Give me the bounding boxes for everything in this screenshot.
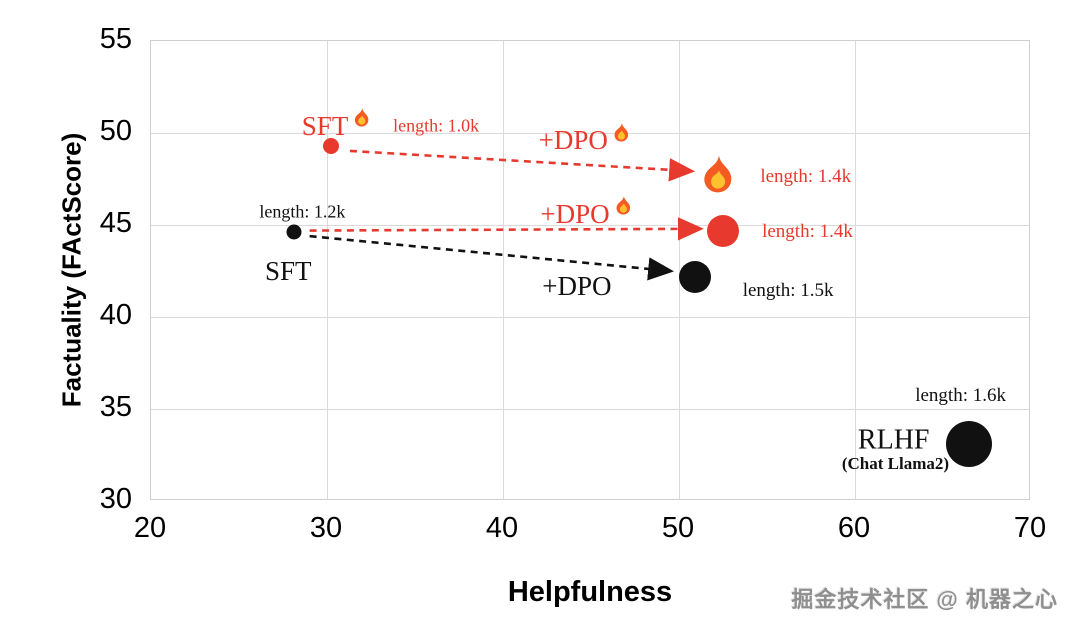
x-tick-label-50: 50 <box>661 512 695 544</box>
arrows-layer <box>309 149 704 281</box>
annotation-text: length: 1.4k <box>762 221 853 243</box>
gridline-y-45 <box>151 225 1029 226</box>
arrow-sft-to-dpo-red <box>309 217 704 241</box>
y-tick-label-45: 45 <box>99 207 132 239</box>
arrow-sft-to-dpo-black <box>309 234 675 281</box>
plot-area: SFT length: 1.0k +DPO length: 1.4k length: 1… <box>150 40 1030 500</box>
data-point-sft-fire <box>322 137 339 154</box>
annotation-dpo-black-label: +DPO <box>542 270 612 301</box>
annotation-text: length: 1.4k <box>760 166 852 188</box>
annotation-rlhf-label: RLHF <box>857 424 930 456</box>
flame-icon <box>611 121 633 143</box>
annotation-text: RLHF <box>857 424 930 456</box>
gridline-y-35 <box>151 409 1029 410</box>
annotation-text: +DPO <box>542 270 612 301</box>
annotation-sft-label: SFT <box>265 255 312 286</box>
x-tick-label-40: 40 <box>485 512 519 544</box>
y-tick-label-30: 30 <box>99 483 132 515</box>
data-point-dpo-black <box>678 260 711 293</box>
x-tick-label-30: 30 <box>309 512 343 544</box>
annotation-sft-length: length: 1.2k <box>259 201 346 222</box>
annotation-dpo-black-length: length: 1.5k <box>743 281 834 301</box>
gridline-x-30 <box>327 41 328 499</box>
annotation-text: length: 1.5k <box>742 280 834 302</box>
annotation-text: +DPO <box>540 198 610 229</box>
annotation-dpo-red-length: length: 1.4k <box>762 222 853 242</box>
annotation-text: +DPO <box>538 125 608 156</box>
flame-icon <box>704 156 732 193</box>
annotation-text: SFT <box>265 255 312 286</box>
annotation-text: (Chat Llama2) <box>841 454 950 474</box>
x-tick-label-70: 70 <box>1013 512 1047 544</box>
annotation-text: length: 1.6k <box>915 385 1006 407</box>
annotation-text: SFT <box>301 110 349 141</box>
x-tick-label-20: 20 <box>133 512 167 544</box>
data-point-rlhf <box>946 420 993 467</box>
flame-icon <box>614 122 628 142</box>
y-tick-label-40: 40 <box>99 299 132 331</box>
gridline-y-40 <box>151 317 1029 318</box>
x-axis-title: Helpfulness <box>507 576 673 608</box>
data-point-sft <box>286 224 302 240</box>
annotation-dpo-fire-label: +DPO <box>538 122 633 156</box>
gridline-y-50 <box>151 133 1029 134</box>
gridline-x-60 <box>855 41 856 499</box>
annotation-dpo-fire-length: length: 1.4k <box>760 167 851 187</box>
flame-icon <box>616 196 630 215</box>
annotation-sft-fire-length: length: 1.0k <box>393 116 479 135</box>
annotation-rlhf-length: length: 1.6k <box>915 386 1006 406</box>
flame-icon <box>613 195 635 217</box>
flame-icon <box>351 107 373 129</box>
annotation-text: length: 1.0k <box>393 115 480 136</box>
gridline-x-40 <box>503 41 504 499</box>
flame-icon <box>354 108 369 127</box>
x-tick-label-60: 60 <box>837 512 871 544</box>
data-point-dpo-fire <box>697 153 741 197</box>
watermark: 掘金技术社区 @ 机器之心 <box>791 587 1058 612</box>
annotation-dpo-red-label: +DPO <box>540 196 634 229</box>
y-tick-label-55: 55 <box>99 23 132 55</box>
annotation-sft-fire-label: SFT <box>301 108 374 141</box>
y-axis-title: Factuality (FActScore) <box>56 132 87 408</box>
annotation-rlhf-sub-label: (Chat Llama2) <box>842 455 949 473</box>
arrow-sft-fire-to-dpo-fire <box>349 149 696 182</box>
y-tick-label-50: 50 <box>99 115 132 147</box>
y-tick-label-35: 35 <box>99 391 132 423</box>
data-point-dpo-red <box>707 214 739 247</box>
annotation-text: length: 1.2k <box>259 201 346 222</box>
